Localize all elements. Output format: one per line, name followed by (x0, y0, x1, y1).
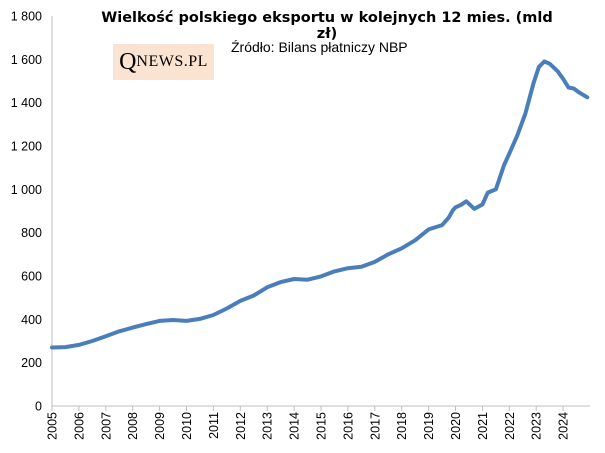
logo-text: NEWS.PL (136, 53, 208, 70)
y-tick-label: 800 (21, 226, 42, 240)
y-tick-label: 400 (21, 313, 42, 327)
x-tick-label: 2007 (99, 412, 113, 440)
y-axis: 0 200 400 600 800 1 000 1 200 1 400 1 600 1 800 (11, 10, 53, 414)
x-tick-label: 2022 (503, 412, 517, 440)
x-tick-label: 2010 (180, 412, 194, 440)
y-tick-label: 0 (35, 400, 42, 414)
y-tick-label: 600 (21, 270, 42, 284)
x-tick-label: 2020 (449, 412, 463, 440)
x-tick-label: 2011 (207, 412, 221, 439)
qnews-logo: Q NEWS.PL (113, 44, 214, 80)
x-tick-label: 2016 (341, 412, 355, 440)
logo-q: Q (119, 48, 137, 75)
chart-source: Źródło: Bilans płatniczy NBP (231, 39, 408, 55)
x-tick-label: 2009 (153, 412, 167, 440)
x-tick-label: 2014 (288, 412, 302, 440)
y-tick-label: 1 400 (11, 96, 42, 110)
x-tick-label: 2023 (530, 412, 544, 440)
x-tick-label: 2013 (261, 412, 275, 440)
chart-title: Wielkość polskiego eksportu w kolejnych … (101, 10, 553, 42)
x-tick-label: 2005 (46, 412, 60, 440)
y-tick-label: 1 800 (11, 10, 42, 24)
y-tick-label: 1 000 (11, 183, 42, 197)
x-axis: 2005 2006 2007 2008 2009 2010 2011 2012 2013 2014… (46, 405, 590, 440)
x-tick-label: 2015 (315, 412, 329, 440)
x-tick-label: 2018 (395, 412, 409, 440)
y-tick-label: 200 (21, 356, 42, 370)
x-tick-label: 2006 (72, 412, 86, 440)
export-series-line (50, 59, 590, 350)
x-tick-label: 2024 (557, 412, 571, 440)
x-tick-label: 2017 (368, 412, 382, 440)
x-tick-label: 2008 (126, 412, 140, 440)
y-tick-label: 1 600 (11, 53, 42, 67)
x-tick-label: 2019 (422, 412, 436, 440)
y-tick-label: 1 200 (11, 140, 42, 154)
x-tick-label: 2012 (234, 412, 248, 440)
x-tick-label: 2021 (476, 412, 490, 440)
